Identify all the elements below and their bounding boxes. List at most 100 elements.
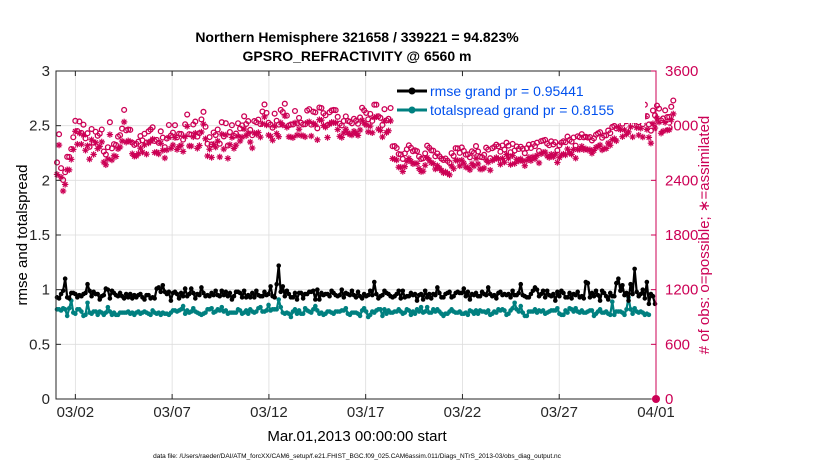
asterisk-stroke [255,129,262,136]
totalspread-point [630,311,635,317]
assimilated-obs-marker [257,133,264,141]
obs-count-markers [53,97,677,195]
totalspread-point [300,311,306,317]
totalspread-point [406,308,412,313]
rmse-point [241,288,247,294]
assimilated-obs-marker [645,134,653,141]
assimilated-obs-marker [602,145,610,152]
possible-obs-marker [373,101,380,108]
asterisk-stroke [627,124,634,130]
asterisk-stroke [188,143,194,149]
asterisk-stroke [572,155,579,161]
assimilated-obs-marker [456,162,463,170]
rmse-point [508,295,513,300]
rmse-point [262,289,267,295]
asterisk-stroke [113,153,119,160]
assimilated-obs-marker [214,137,221,145]
y-tick-label-left: 2 [42,172,50,189]
totalspread-point [217,308,223,313]
asterisk-stroke [381,118,388,124]
rmse-point [640,287,646,292]
assimilated-obs-marker [206,146,213,153]
rmse-point [634,289,639,295]
assimilated-obs-marker [116,143,124,151]
asterisk-stroke [579,143,585,150]
possible-obs-marker [312,109,319,116]
possible-obs-marker [261,101,268,108]
asterisk-stroke [139,149,146,155]
asterisk-stroke [367,123,373,129]
rmse-point [254,288,259,294]
asterisk-stroke [648,140,654,146]
rmse-point [414,298,420,303]
asterisk-stroke [180,148,186,155]
asterisk-stroke [414,160,420,167]
asterisk-stroke [422,162,428,168]
totalspread-point [382,307,387,312]
rmse-point [530,288,536,294]
assimilated-obs-marker [625,128,632,136]
assimilated-obs-marker [474,160,482,168]
assimilated-obs-marker [200,120,207,128]
asterisk-stroke [103,162,109,168]
asterisk-stroke [487,167,493,173]
rmse-point [510,288,515,294]
assimilated-obs-marker [387,117,394,125]
asterisk-stroke [670,111,676,117]
asterisk-stroke [568,151,575,158]
assimilated-obs-marker [55,141,63,149]
possible-obs-marker [58,165,65,172]
assimilated-obs-marker [183,123,191,130]
rmse-point [87,288,92,294]
asterisk-stroke [597,142,603,148]
rmse-point [252,295,257,300]
possible-obs-marker [334,113,341,120]
rmse-point [561,290,566,296]
assimilated-obs-marker [212,143,219,151]
totalspread-point [471,311,477,317]
totalspread-point [296,308,302,313]
rmse-point [201,290,206,296]
rmse-point [294,297,300,302]
assimilated-obs-marker [596,141,604,149]
asterisk-stroke [129,151,135,157]
asterisk-stroke [263,122,270,128]
assimilated-obs-marker [670,110,677,118]
asterisk-stroke [459,157,465,163]
asterisk-stroke [280,122,286,128]
rmse-point [339,287,345,292]
assimilated-obs-marker [334,126,341,133]
rmse-point [85,281,90,287]
assimilated-obs-marker [179,148,187,155]
rmse-point [101,292,107,298]
possible-obs-marker [399,155,406,162]
totalspread-point [274,307,279,312]
totalspread-point [573,305,578,311]
asterisk-stroke [245,130,251,136]
totalspread-point [380,313,385,319]
assimilated-obs-marker [232,141,240,149]
legend: rmse grand pr = 0.95441 totalspread gran… [395,77,645,123]
asterisk-stroke [225,155,231,162]
possible-obs-marker [322,112,329,119]
rmse-point [620,282,625,288]
assimilated-obs-marker [224,155,232,162]
data-file-footnote: data file: /Users/raeder/DAI/ATM_forcXX/… [153,453,562,460]
rmse-point [516,290,522,296]
totalspread-point [62,307,68,312]
asterisk-stroke [385,128,392,134]
asterisk-stroke [369,130,375,136]
totalspread-point [612,312,617,318]
totalspread-point [237,308,243,313]
rmse-point [359,296,365,301]
totalspread-point [308,310,314,315]
assimilated-obs-marker [143,150,150,158]
assimilated-obs-marker [655,119,663,126]
asterisk-stroke [206,146,213,152]
rmse-point [272,295,277,300]
asterisk-stroke [86,156,93,162]
rmse-point [158,289,164,295]
rmse-point [614,280,619,286]
possible-obs-marker [70,134,77,141]
asterisk-stroke [101,159,107,165]
